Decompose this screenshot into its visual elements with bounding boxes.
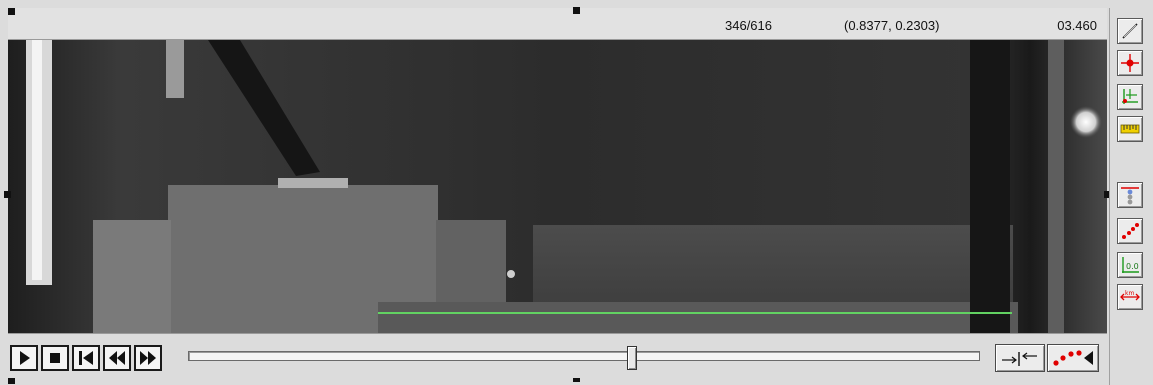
point-target-button[interactable]: [1117, 50, 1143, 76]
corner-handle-bottom-left[interactable]: [8, 377, 15, 384]
edge-handle-top[interactable]: [573, 7, 580, 14]
frame-slider-thumb[interactable]: [626, 346, 637, 370]
ruler-icon: [1120, 124, 1140, 134]
data-table-button[interactable]: 0.0: [1117, 252, 1143, 278]
fast-forward-icon: [140, 351, 156, 365]
rewind-button[interactable]: [103, 345, 131, 371]
point-list-icon: [1121, 187, 1139, 205]
readout-bar: 346/616 (0.8377, 0.2303) 03.460: [8, 8, 1107, 40]
set-range-button[interactable]: [995, 344, 1045, 372]
coordinate-readout: (0.8377, 0.2303): [844, 18, 940, 33]
set-range-icon: [1002, 352, 1037, 366]
play-icon: [20, 351, 30, 365]
axes-origin-icon: [1122, 89, 1138, 104]
show-trajectory-icon: [1053, 350, 1093, 366]
point-target-icon: [1121, 54, 1139, 72]
edge-handle-right[interactable]: [1104, 191, 1111, 198]
show-trajectory-button[interactable]: [1047, 344, 1099, 372]
step-back-button[interactable]: [72, 345, 100, 371]
distance-km-button[interactable]: km: [1117, 284, 1143, 310]
corner-handle-top-left[interactable]: [8, 8, 15, 15]
playback-controls: [8, 333, 1107, 378]
video-frame[interactable]: [8, 40, 1107, 333]
svg-text:0.0: 0.0: [1126, 262, 1139, 271]
frame-slider-track[interactable]: [188, 351, 980, 361]
distance-km-icon: km: [1120, 290, 1140, 301]
time-readout: 03.460: [1057, 18, 1097, 33]
rewind-icon: [109, 351, 125, 365]
stop-icon: [50, 353, 60, 363]
calibration-stick-button[interactable]: [1117, 18, 1143, 44]
video-image: [8, 40, 1107, 333]
fast-forward-button[interactable]: [134, 345, 162, 371]
point-list-button[interactable]: [1117, 182, 1143, 208]
svg-text:km: km: [1125, 290, 1134, 297]
ruler-button[interactable]: [1117, 116, 1143, 142]
tool-palette: 0.0 km: [1109, 8, 1153, 385]
edge-handle-left[interactable]: [4, 191, 11, 198]
axes-origin-button[interactable]: [1117, 84, 1143, 110]
play-button[interactable]: [10, 345, 38, 371]
calibration-stick-icon: [1122, 23, 1138, 39]
trajectory-points-icon: [1122, 223, 1139, 239]
frame-counter: 346/616: [725, 18, 772, 33]
edge-handle-bottom[interactable]: [573, 375, 580, 382]
data-table-icon: 0.0: [1122, 257, 1139, 273]
step-back-icon: [79, 351, 93, 365]
stop-button[interactable]: [41, 345, 69, 371]
trajectory-points-button[interactable]: [1117, 218, 1143, 244]
